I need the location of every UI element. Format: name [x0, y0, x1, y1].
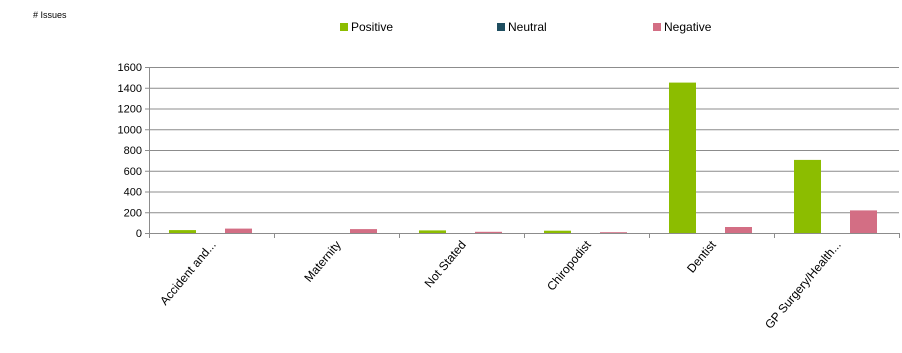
x-tick-label: Chiropodist	[544, 237, 594, 293]
y-tick-label: 1600	[118, 62, 142, 74]
bar-positive-3	[544, 230, 571, 233]
legend-item-negative: Negative	[653, 20, 711, 34]
legend-item-positive: Positive	[340, 20, 393, 34]
bar-negative-5	[850, 210, 877, 233]
bar-positive-2	[419, 230, 446, 233]
y-tick-label: 800	[124, 145, 142, 157]
legend-item-neutral: Neutral	[497, 20, 547, 34]
bar-negative-3	[600, 232, 627, 233]
legend-label-negative: Negative	[664, 20, 712, 34]
y-axis-label: # Issues	[33, 10, 67, 20]
bar-positive-5	[794, 159, 821, 233]
x-tick-label: Not Stated	[422, 238, 469, 290]
legend-swatch-negative	[653, 23, 661, 31]
x-tick-label: GP Surgery/Health...	[762, 238, 844, 332]
y-tick-label: 0	[136, 228, 142, 240]
legend-label-neutral: Neutral	[508, 20, 547, 34]
bar-positive-0	[169, 230, 196, 233]
y-tick-label: 200	[124, 207, 142, 219]
bar-negative-4	[725, 227, 752, 233]
bar-negative-0	[225, 228, 252, 233]
y-tick-label: 1200	[118, 104, 142, 116]
y-tick-label: 600	[124, 166, 142, 178]
x-tick-label: Maternity	[301, 238, 343, 285]
legend-label-positive: Positive	[351, 20, 394, 34]
bar-negative-1	[350, 229, 377, 233]
bar-negative-2	[475, 231, 502, 233]
y-tick-label: 1400	[118, 83, 142, 95]
x-tick-label: Dentist	[684, 237, 719, 275]
x-tick-label: Accident and...	[157, 238, 219, 308]
y-tick-label: 1000	[118, 124, 142, 136]
legend-swatch-neutral	[497, 23, 505, 31]
legend: Positive Neutral Negative	[0, 20, 902, 34]
bar-positive-4	[669, 82, 696, 233]
y-tick-label: 400	[124, 187, 142, 199]
legend-swatch-positive	[340, 23, 348, 31]
